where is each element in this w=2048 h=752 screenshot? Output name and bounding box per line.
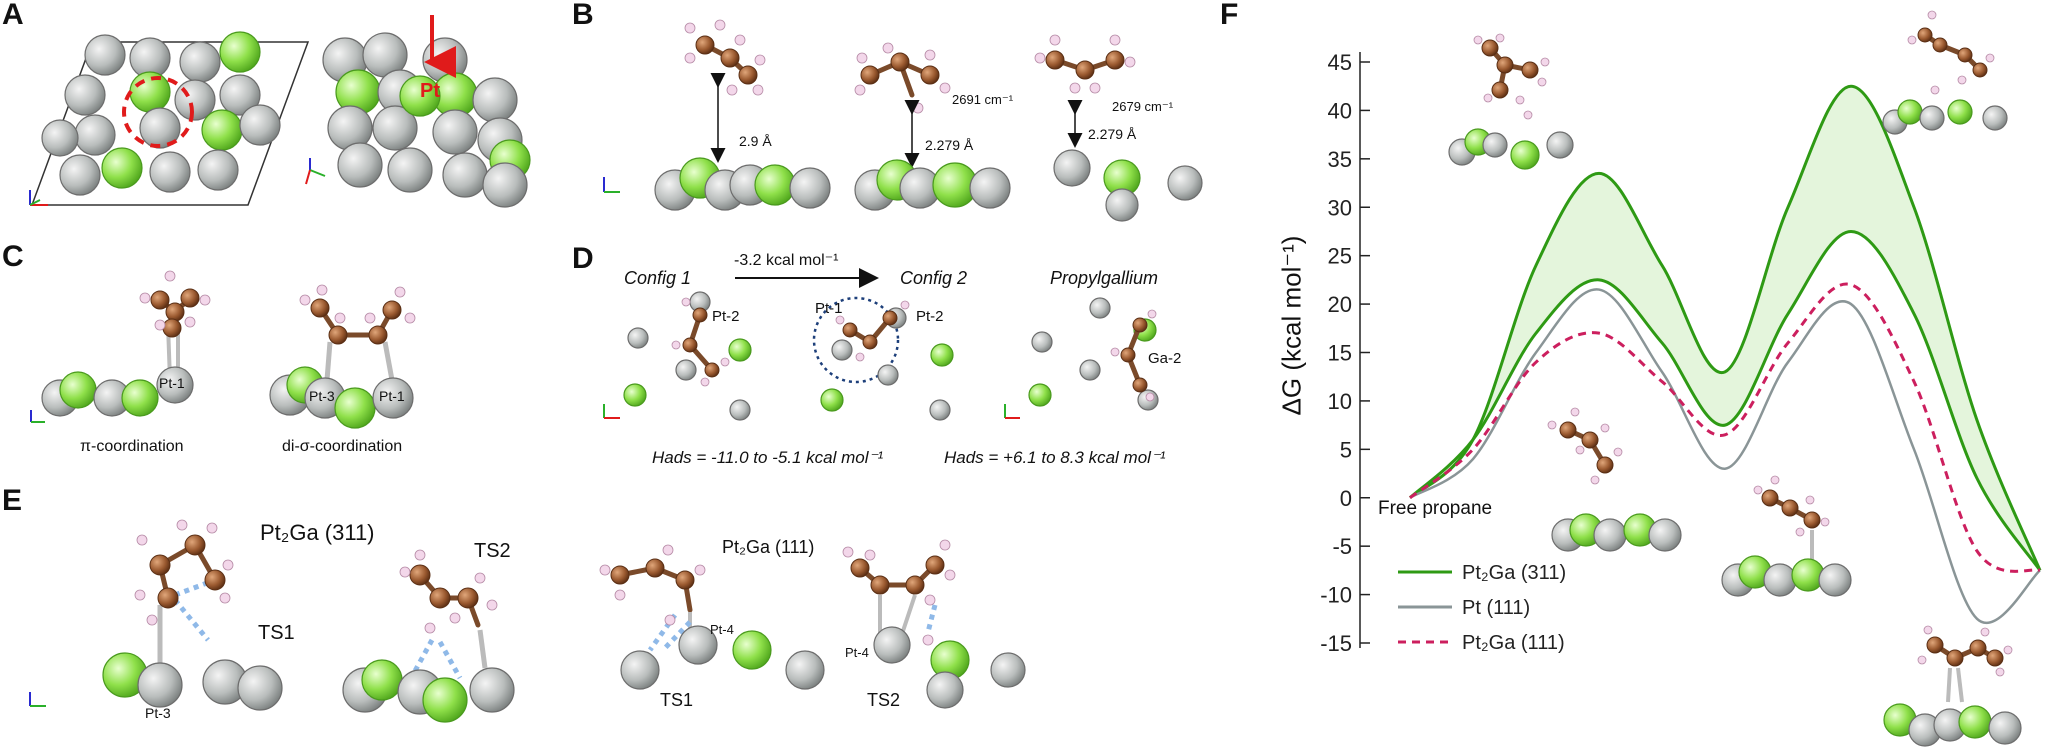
y-tick-label: 5 bbox=[1340, 437, 1352, 462]
panel-letter-f: F bbox=[1220, 0, 1239, 31]
y-tick-label: 20 bbox=[1328, 292, 1352, 317]
series-line-pt-111 bbox=[1409, 288, 2041, 624]
panel-f-inset-product bbox=[1883, 625, 2022, 747]
ts1-label-311: TS1 bbox=[258, 622, 295, 644]
panel-letter-a: A bbox=[2, 0, 24, 31]
panel-e-axes-icon bbox=[29, 692, 46, 707]
y-tick-label: 0 bbox=[1340, 486, 1352, 511]
pt4-label-ts1: Pt-4 bbox=[710, 622, 734, 637]
ts2-label-111: TS2 bbox=[867, 690, 901, 710]
panel-b-axes-icon bbox=[603, 177, 620, 193]
panel-c-axes-icon bbox=[30, 410, 45, 423]
disigma-coordination-caption: di-σ-coordination bbox=[282, 438, 403, 455]
y-tick-label: -10 bbox=[1320, 583, 1352, 608]
frequency-label-1: 2691 cm⁻¹ bbox=[952, 92, 1014, 107]
hads-range-1: Hads = -11.0 to -5.1 kcal mol⁻¹ bbox=[652, 448, 884, 467]
panel-a-axes-icon-2 bbox=[305, 158, 326, 185]
panel-b-structure-3 bbox=[1034, 34, 1203, 222]
panel-f-inset-ts bbox=[1882, 10, 2008, 135]
panel-b-structure-2 bbox=[854, 42, 1011, 211]
y-axis-title: ΔG (kcal mol⁻¹) bbox=[1276, 235, 1307, 416]
y-tick-label: -15 bbox=[1320, 631, 1352, 656]
series-band-pt2ga-311 bbox=[1410, 86, 2040, 571]
series-line-pt2ga-311-upper bbox=[1408, 84, 2042, 571]
distance-label-2: 2.279 Å bbox=[925, 137, 974, 153]
pt4-label-ts2: Pt-4 bbox=[845, 645, 869, 660]
y-tick-label: 45 bbox=[1328, 50, 1352, 75]
legend-label: Pt₂Ga (311) bbox=[1462, 562, 1566, 584]
pt1-label-config2: Pt-1 bbox=[815, 300, 843, 317]
panel-a-axes-icon-1 bbox=[29, 190, 48, 206]
series-line-pt2ga-111 bbox=[1409, 282, 2041, 573]
distance-label-1: 2.9 Å bbox=[739, 133, 772, 149]
ts2-label-311: TS2 bbox=[474, 540, 511, 562]
panel-e-ts1-111-structure bbox=[599, 544, 825, 690]
y-tick-label: 25 bbox=[1328, 244, 1352, 269]
pt3-label-e: Pt-3 bbox=[145, 705, 171, 721]
panel-d-propylgallium-structure bbox=[1028, 297, 1159, 411]
energy-profile-chart: 45 40 35 30 25 20 15 10 5 0 -5 -10 -15 Pt₂Ga (311) Pt … bbox=[1320, 50, 2042, 656]
pt-atom-label: Pt bbox=[420, 80, 440, 102]
surface-label-311: Pt₂Ga (311) bbox=[260, 520, 375, 545]
frequency-label-2: 2679 cm⁻¹ bbox=[1112, 99, 1174, 114]
panel-letter-d: D bbox=[572, 242, 594, 275]
panel-e-ts2-311-structure bbox=[342, 549, 515, 723]
pt1-label-pi: Pt-1 bbox=[159, 375, 185, 391]
panel-b-structure-1 bbox=[654, 19, 831, 211]
config2-label: Config 2 bbox=[900, 268, 968, 288]
hads-range-2: Hads = +6.1 to 8.3 kcal mol⁻¹ bbox=[944, 448, 1166, 467]
panel-c-pi-structure bbox=[41, 270, 211, 417]
panel-a-side-view bbox=[322, 15, 531, 208]
ts1-label-111: TS1 bbox=[660, 690, 694, 710]
legend-label: Pt (111) bbox=[1462, 597, 1530, 619]
panel-d-config1-structure bbox=[623, 291, 752, 421]
pi-coordination-caption: π-coordination bbox=[80, 438, 184, 455]
pt2-label-config1: Pt-2 bbox=[712, 308, 740, 325]
surface-label-111: Pt₂Ga (111) bbox=[722, 537, 815, 557]
y-tick-label: 35 bbox=[1328, 147, 1352, 172]
y-tick-label: 40 bbox=[1328, 98, 1352, 123]
propylgallium-label: Propylgallium bbox=[1050, 268, 1159, 288]
y-tick-label: -5 bbox=[1332, 534, 1352, 559]
pt2-label-config2: Pt-2 bbox=[916, 308, 944, 325]
panel-letter-c: C bbox=[2, 240, 24, 273]
panel-f-inset-adsorbed bbox=[1547, 407, 1682, 552]
y-axis-title-wrap: ΔG (kcal mol⁻¹) bbox=[1272, 160, 1312, 500]
pt1-label-disigma: Pt-1 bbox=[379, 388, 405, 404]
panel-f-inset-reactant bbox=[1448, 33, 1574, 170]
config-energy-label: -3.2 kcal mol⁻¹ bbox=[734, 252, 839, 269]
ga2-label: Ga-2 bbox=[1148, 350, 1182, 367]
legend-label: Pt₂Ga (111) bbox=[1462, 632, 1565, 654]
pt3-label: Pt-3 bbox=[309, 388, 335, 404]
series-line-pt2ga-311-lower bbox=[1408, 229, 2042, 572]
panel-letter-e: E bbox=[2, 484, 23, 517]
y-tick-label: 15 bbox=[1328, 341, 1352, 366]
panel-c-disigma-structure bbox=[269, 284, 416, 429]
free-propane-label: Free propane bbox=[1378, 498, 1493, 519]
config1-label: Config 1 bbox=[624, 268, 692, 288]
y-tick-label: 10 bbox=[1328, 389, 1352, 414]
panel-e-ts2-111-structure bbox=[842, 539, 1026, 709]
y-tick-label: 30 bbox=[1328, 195, 1352, 220]
panel-f-inset-ts2 bbox=[1721, 475, 1852, 597]
panel-a-top-view bbox=[30, 31, 310, 206]
distance-label-3: 2.279 Å bbox=[1088, 126, 1137, 142]
panel-letter-b: B bbox=[572, 0, 594, 31]
panel-e-ts1-311-structure bbox=[102, 519, 283, 711]
panel-d-config2-structure bbox=[812, 296, 954, 421]
panel-d-axes-icons bbox=[603, 404, 1020, 419]
